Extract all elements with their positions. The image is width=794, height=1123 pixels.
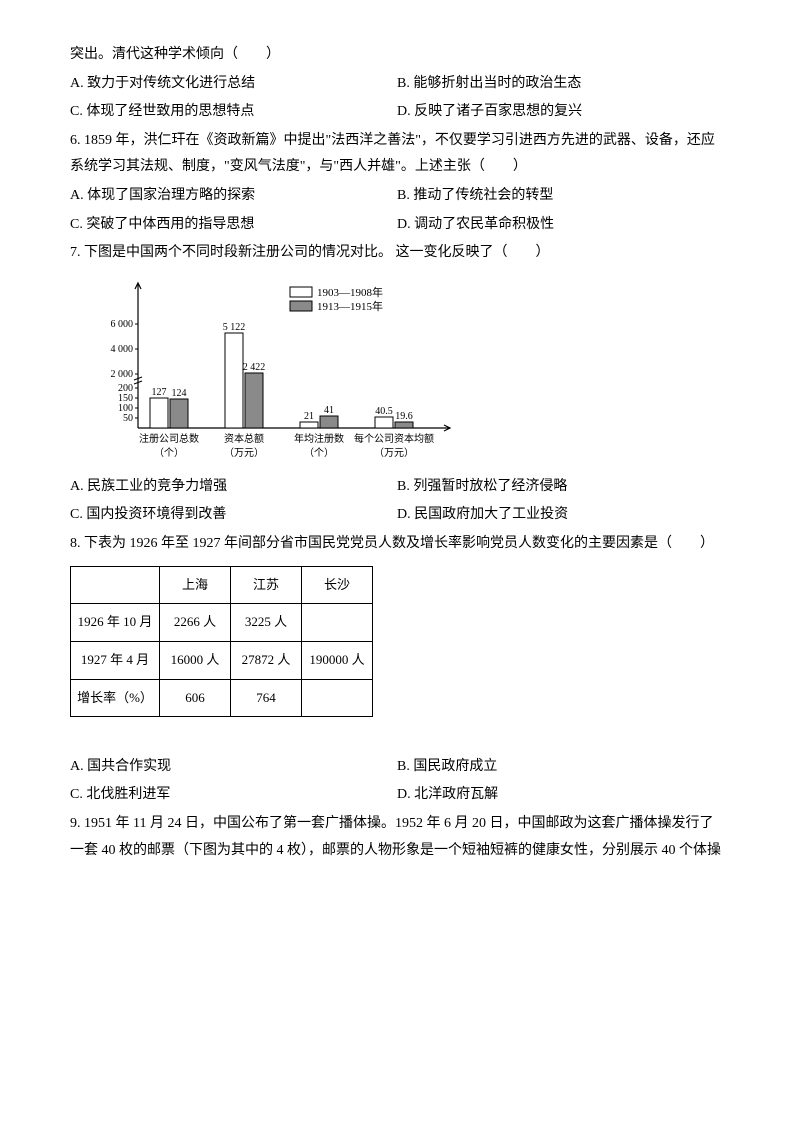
cell-r0c1: 2266 人 (160, 604, 231, 642)
cell-r1c0: 1927 年 4 月 (71, 641, 160, 679)
svg-text:2 000: 2 000 (111, 369, 134, 380)
svg-text:127: 127 (152, 387, 167, 398)
table-row: 上海 江苏 长沙 (71, 566, 373, 604)
q6-opt-a: A. 体现了国家治理方略的探索 (70, 183, 397, 210)
q5-opt-a: A. 致力于对传统文化进行总结 (70, 71, 397, 98)
svg-text:200: 200 (118, 383, 133, 394)
svg-text:50: 50 (123, 413, 133, 424)
svg-text:150: 150 (118, 393, 133, 404)
q6-opt-b: B. 推动了传统社会的转型 (397, 183, 724, 210)
svg-text:（个）: （个） (304, 447, 334, 459)
q5-tail: 突出。清代这种学术倾向（ ） (70, 42, 724, 69)
q6-opt-c: C. 突破了中体西用的指导思想 (70, 212, 397, 239)
svg-text:21: 21 (304, 411, 314, 422)
cell-r0c0: 1926 年 10 月 (71, 604, 160, 642)
svg-text:19.6: 19.6 (395, 411, 413, 422)
svg-text:（万元）: （万元） (224, 447, 264, 459)
svg-text:124: 124 (172, 388, 187, 399)
cell-h1: 上海 (160, 566, 231, 604)
cell-r2c1: 606 (160, 679, 231, 717)
q5-opt-c: C. 体现了经世致用的思想特点 (70, 99, 397, 126)
svg-text:1903—1908年: 1903—1908年 (317, 285, 383, 299)
q8-table: 上海 江苏 长沙 1926 年 10 月 2266 人 3225 人 1927 … (70, 566, 373, 718)
q9-text: 9. 1951 年 11 月 24 日，中国公布了第一套广播体操。1952 年 … (70, 811, 724, 864)
cell-r1c2: 27872 人 (231, 641, 302, 679)
table-row: 1926 年 10 月 2266 人 3225 人 (71, 604, 373, 642)
svg-text:6 000: 6 000 (111, 319, 134, 330)
svg-text:5 122: 5 122 (223, 322, 246, 333)
q8-opt-d: D. 北洋政府瓦解 (397, 782, 724, 809)
q8-opt-c: C. 北伐胜利进军 (70, 782, 397, 809)
cell-blank (71, 566, 160, 604)
svg-text:100: 100 (118, 403, 133, 414)
cell-r0c3 (302, 604, 373, 642)
cell-h3: 长沙 (302, 566, 373, 604)
svg-text:（个）: （个） (154, 447, 184, 459)
cell-r0c2: 3225 人 (231, 604, 302, 642)
q7-chart: 50100150200 2 000 4 000 6 000 1903—1908年1913… (100, 273, 460, 468)
svg-text:1913—1915年: 1913—1915年 (317, 299, 383, 313)
cell-r1c1: 16000 人 (160, 641, 231, 679)
svg-text:每个公司资本均额: 每个公司资本均额 (354, 432, 434, 445)
cell-r2c0: 增长率（%） (71, 679, 160, 717)
cell-r2c2: 764 (231, 679, 302, 717)
q6-opt-d: D. 调动了农民革命积极性 (397, 212, 724, 239)
table-row: 1927 年 4 月 16000 人 27872 人 190000 人 (71, 641, 373, 679)
q7-opt-d: D. 民国政府加大了工业投资 (397, 502, 724, 529)
q8-opt-a: A. 国共合作实现 (70, 754, 397, 781)
svg-text:年均注册数: 年均注册数 (294, 432, 344, 445)
q5-opt-b: B. 能够折射出当时的政治生态 (397, 71, 724, 98)
cell-h2: 江苏 (231, 566, 302, 604)
cell-r1c3: 190000 人 (302, 641, 373, 679)
svg-text:资本总额: 资本总额 (224, 432, 264, 445)
table-row: 增长率（%） 606 764 (71, 679, 373, 717)
svg-text:40.5: 40.5 (375, 406, 393, 417)
q6-text: 6. 1859 年，洪仁玕在《资政新篇》中提出"法西洋之善法"，不仅要学习引进西… (70, 128, 724, 181)
q7-text: 7. 下图是中国两个不同时段新注册公司的情况对比。 这一变化反映了（ ） (70, 240, 724, 267)
q7-opt-b: B. 列强暂时放松了经济侵略 (397, 474, 724, 501)
q8-text: 8. 下表为 1926 年至 1927 年间部分省市国民党党员人数及增长率影响党… (70, 531, 724, 558)
svg-text:4 000: 4 000 (111, 344, 134, 355)
cell-r2c3 (302, 679, 373, 717)
q7-opt-c: C. 国内投资环境得到改善 (70, 502, 397, 529)
svg-text:41: 41 (324, 405, 334, 416)
svg-text:2 422: 2 422 (243, 362, 266, 373)
q5-opt-d: D. 反映了诸子百家思想的复兴 (397, 99, 724, 126)
svg-text:（万元）: （万元） (374, 447, 414, 459)
q8-opt-b: B. 国民政府成立 (397, 754, 724, 781)
q7-opt-a: A. 民族工业的竞争力增强 (70, 474, 397, 501)
svg-text:注册公司总数: 注册公司总数 (139, 432, 199, 445)
